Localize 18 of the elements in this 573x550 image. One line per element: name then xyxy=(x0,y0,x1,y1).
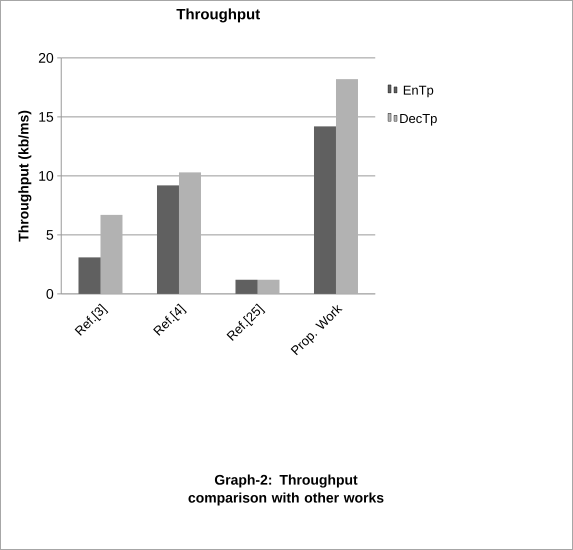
y-axis-title: Throughput (kb/ms) xyxy=(18,110,32,242)
y-tick-label: 20 xyxy=(38,52,54,63)
y-tick-label: 0 xyxy=(46,288,54,299)
chart-title: Throughput xyxy=(176,8,260,22)
bar xyxy=(235,280,258,294)
y-tick-label: 5 xyxy=(46,230,54,240)
text: Graph-2: Throughput comparison with other works xyxy=(188,474,384,506)
legend-label: EnTp xyxy=(404,86,434,98)
bar xyxy=(257,280,280,294)
legend-label: DecTp xyxy=(400,114,437,126)
bar xyxy=(78,257,100,294)
bar xyxy=(100,214,122,294)
bar xyxy=(336,79,358,294)
y-tick-label: 15 xyxy=(39,112,54,122)
y-tick-label: 10 xyxy=(39,170,54,181)
bar xyxy=(178,172,201,294)
bar xyxy=(314,126,336,294)
bar xyxy=(156,185,179,294)
